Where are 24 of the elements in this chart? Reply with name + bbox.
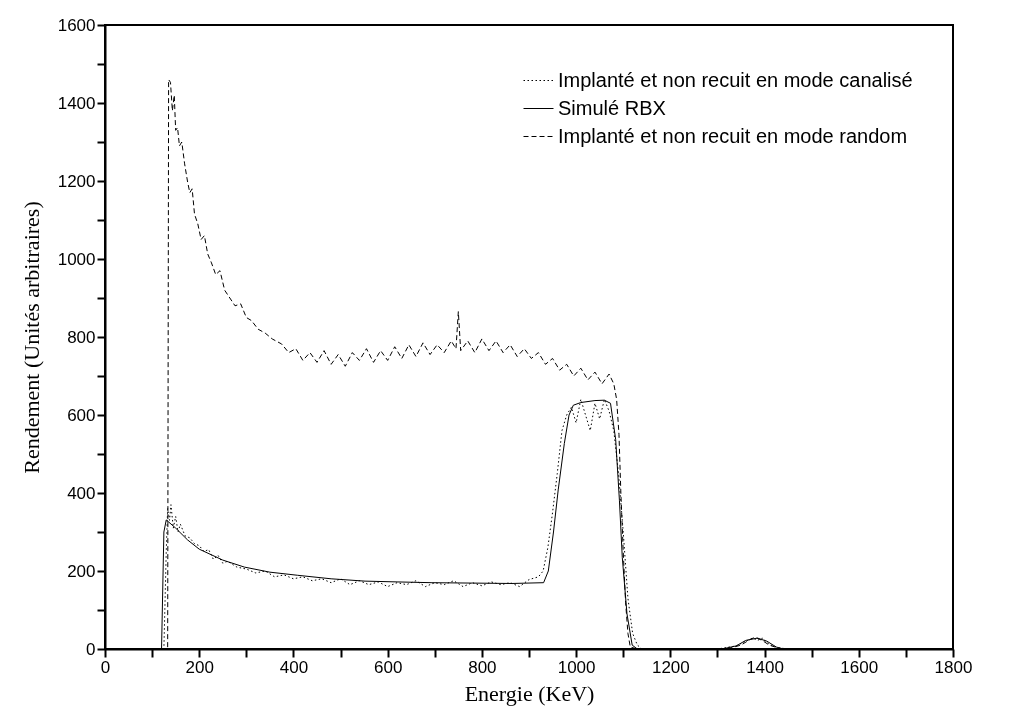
y-tick-label: 1600 [57,15,96,35]
y-tick-label: 400 [67,483,96,503]
x-tick-label: 0 [100,657,111,677]
y-tick-label: 200 [67,561,96,581]
legend-label: Simulé RBX [558,96,666,119]
legend-label: Implanté et non recuit en mode canalisé [558,68,913,91]
y-tick-label: 600 [67,405,96,425]
x-tick-label: 1600 [840,657,879,677]
y-axis-title: Rendement (Unités arbitraires) [18,201,44,474]
y-tick-label: 1200 [57,171,96,191]
x-tick-label: 800 [468,657,497,677]
y-tick-label: 1400 [57,93,96,113]
y-tick-label: 0 [86,639,96,659]
x-tick-label: 1800 [934,657,973,677]
x-axis-title: Energie (KeV) [464,680,595,706]
x-tick-label: 400 [279,657,309,677]
y-tick-label: 1000 [57,249,96,269]
x-tick-label: 200 [185,657,214,677]
x-tick-label: 1400 [746,657,784,677]
x-tick-label: 1200 [651,657,690,677]
y-tick-label: 800 [67,327,96,347]
legend-label: Implanté et non recuit en mode random [558,124,908,147]
x-tick-label: 1000 [557,657,596,677]
x-tick-label: 600 [373,657,403,677]
